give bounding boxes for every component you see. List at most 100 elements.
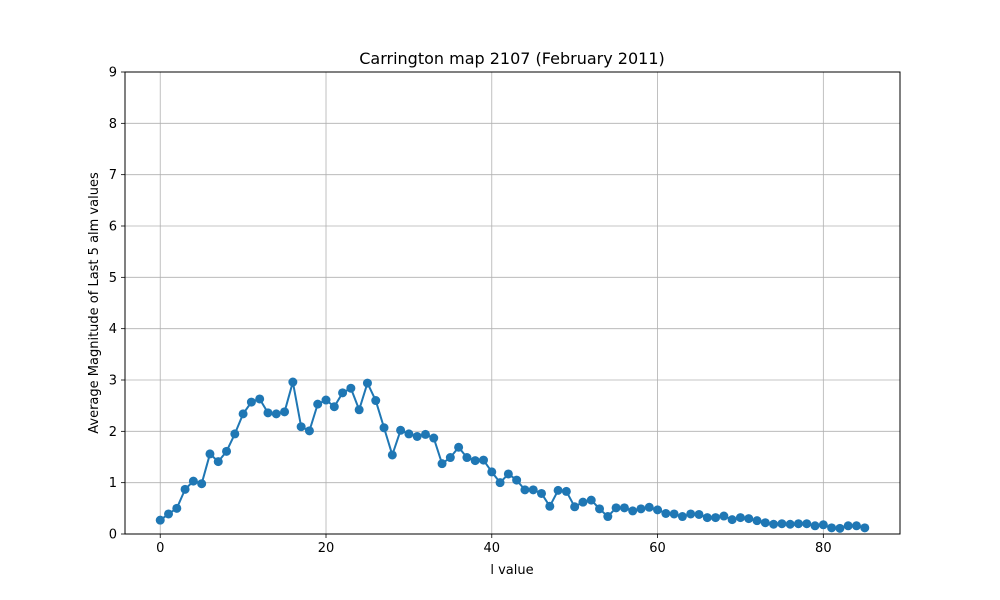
data-point — [205, 449, 215, 459]
data-point — [495, 478, 505, 488]
data-point — [851, 521, 861, 531]
data-point — [570, 502, 580, 512]
x-tick-label: 0 — [156, 541, 164, 556]
data-point — [827, 523, 837, 533]
data-point — [412, 431, 422, 441]
data-point — [429, 433, 439, 443]
data-point — [553, 485, 563, 495]
data-point — [528, 485, 538, 495]
y-tick-label: 8 — [109, 117, 117, 132]
x-tick-label: 60 — [649, 541, 666, 556]
data-point — [354, 405, 364, 415]
data-point — [371, 396, 381, 406]
data-point — [362, 378, 372, 388]
data-point — [246, 397, 256, 407]
data-point — [280, 407, 290, 417]
x-tick-label: 20 — [318, 541, 335, 556]
data-point — [520, 485, 530, 495]
data-point — [785, 519, 795, 529]
y-tick-label: 6 — [109, 220, 117, 235]
y-tick-label: 4 — [109, 322, 117, 337]
data-point — [445, 453, 455, 463]
data-point — [197, 479, 207, 489]
data-point — [164, 509, 174, 519]
data-point — [711, 513, 721, 523]
data-point — [222, 446, 232, 456]
data-point — [478, 455, 488, 465]
data-point — [603, 512, 613, 522]
data-point — [404, 429, 414, 439]
data-point — [843, 521, 853, 531]
x-tick-label: 80 — [815, 541, 832, 556]
data-point — [777, 519, 787, 529]
data-point — [744, 514, 754, 524]
data-point — [619, 503, 629, 513]
data-point — [288, 377, 298, 387]
data-point — [329, 402, 339, 412]
x-tick-label: 40 — [484, 541, 501, 556]
data-point — [835, 523, 845, 533]
chart-title: Carrington map 2107 (February 2011) — [359, 49, 665, 68]
data-point — [860, 523, 870, 533]
data-point — [238, 409, 248, 419]
data-point — [470, 456, 480, 466]
data-point — [188, 476, 198, 486]
data-point — [387, 450, 397, 460]
axis-ticks: 0 20 40 60 80 0 1 2 3 4 5 6 7 8 9 — [109, 66, 832, 557]
data-point — [810, 521, 820, 531]
data-point — [230, 429, 240, 439]
data-point — [255, 394, 265, 404]
data-point — [172, 503, 182, 513]
plot-frame — [124, 71, 901, 535]
data-point — [760, 518, 770, 528]
data-point — [296, 422, 306, 432]
data-point — [653, 505, 663, 515]
data-point — [561, 486, 571, 496]
data-point — [735, 513, 745, 523]
data-point — [769, 519, 779, 529]
data-point — [586, 495, 596, 505]
data-point — [661, 508, 671, 518]
data-point — [686, 509, 696, 519]
data-point — [628, 506, 638, 516]
data-point — [462, 453, 472, 463]
data-point — [503, 469, 513, 479]
data-point — [719, 511, 729, 521]
data-point — [346, 383, 356, 393]
y-tick-label: 3 — [109, 374, 117, 389]
data-point — [487, 467, 497, 477]
y-axis-label: Average Magnitude of Last 5 alm values — [87, 172, 102, 434]
data-point — [702, 513, 712, 523]
series-layer — [155, 377, 870, 533]
data-point — [263, 408, 273, 418]
data-point — [578, 497, 588, 507]
data-point — [213, 457, 223, 467]
data-point — [180, 484, 190, 494]
data-point — [321, 395, 331, 405]
y-tick-label: 0 — [109, 528, 117, 543]
data-point — [677, 512, 687, 522]
data-point — [437, 459, 447, 469]
data-point — [396, 425, 406, 435]
data-point — [595, 504, 605, 514]
data-point — [304, 426, 314, 436]
data-point — [271, 409, 281, 419]
y-tick-label: 2 — [109, 425, 117, 440]
data-point — [818, 520, 828, 530]
data-point — [694, 509, 704, 519]
data-point — [313, 399, 323, 409]
data-point — [379, 423, 389, 433]
data-point — [155, 515, 165, 525]
data-point — [420, 429, 430, 439]
y-tick-label: 9 — [109, 66, 117, 81]
data-point — [727, 515, 737, 525]
data-point — [545, 501, 555, 511]
x-axis-label: l value — [490, 563, 533, 578]
data-point — [512, 475, 522, 485]
y-tick-label: 7 — [109, 168, 117, 183]
data-point — [611, 503, 621, 513]
data-point — [644, 502, 654, 512]
